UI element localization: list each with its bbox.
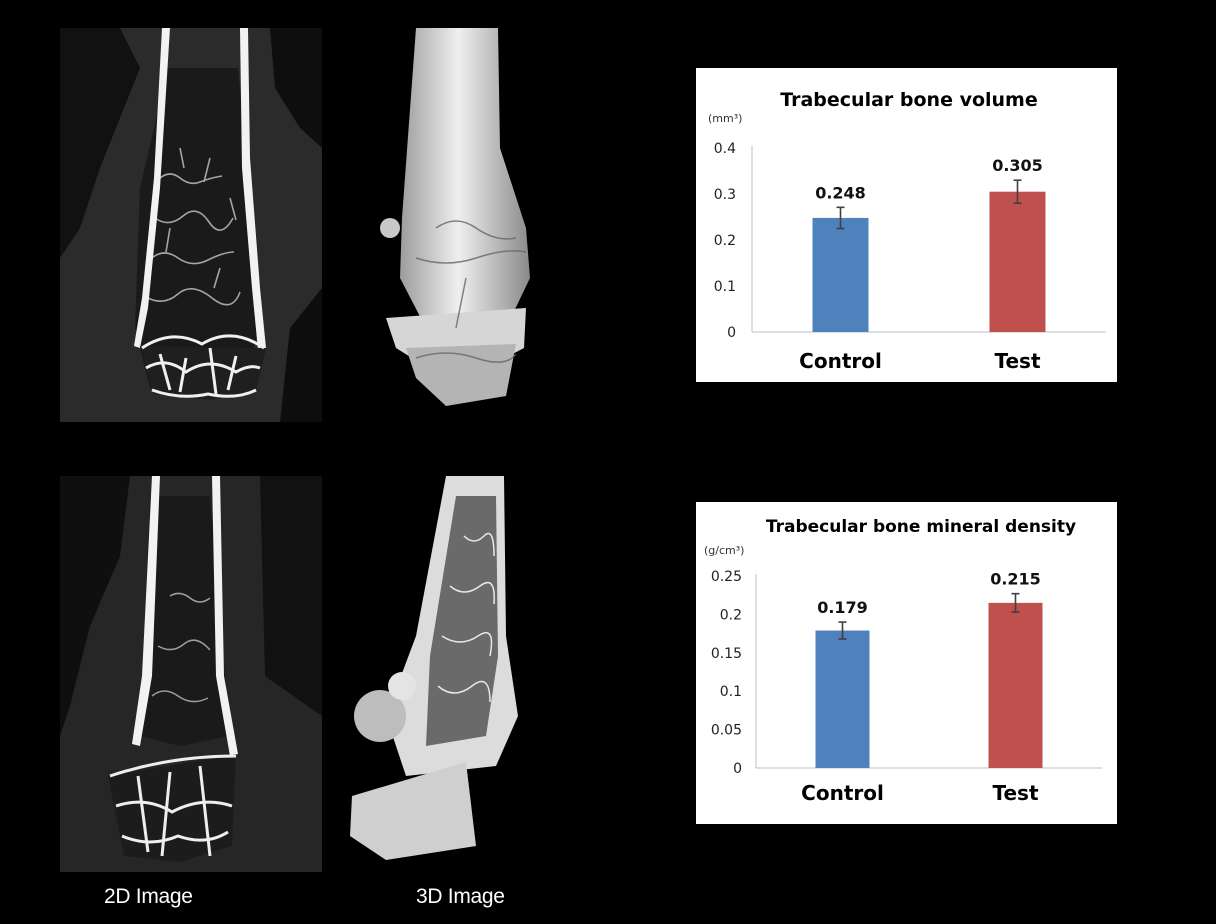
y-tick-label: 0.25 xyxy=(711,569,742,585)
chart-trabecular-bone-mineral-density: Trabecular bone mineral density (g/cm³) 0 0… xyxy=(696,502,1117,824)
bar-test xyxy=(989,191,1046,332)
y-tick-label: 0.05 xyxy=(711,723,742,739)
chart-trabecular-bone-volume: Trabecular bone volume (mm³) 0 0.1 0.2 0.3 0.4… xyxy=(696,68,1117,382)
data-label-control: 0.179 xyxy=(817,598,868,617)
y-tick-label: 0.4 xyxy=(714,141,736,157)
data-label-test: 0.215 xyxy=(990,570,1041,589)
y-tick-label: 0.3 xyxy=(714,187,736,203)
category-label-test: Test xyxy=(994,349,1040,373)
label-2d-image: 2D Image xyxy=(104,885,193,908)
y-axis-unit-label: (mm³) xyxy=(708,112,742,125)
bone-3d-render-bottom xyxy=(350,476,518,860)
ct-2d-image-top xyxy=(60,28,322,422)
y-tick-label: 0.1 xyxy=(720,684,742,700)
y-tick-label: 0.2 xyxy=(720,607,742,623)
data-label-test: 0.305 xyxy=(992,156,1043,175)
category-label-control: Control xyxy=(801,781,884,805)
y-tick-label: 0 xyxy=(727,325,736,341)
bone-3d-render-top xyxy=(380,28,530,406)
category-label-control: Control xyxy=(799,349,882,373)
chart-title: Trabecular bone mineral density xyxy=(766,517,1076,537)
y-axis-unit-label: (g/cm³) xyxy=(704,544,744,557)
y-tick-label: 0.2 xyxy=(714,233,736,249)
chart-title: Trabecular bone volume xyxy=(780,89,1038,111)
data-label-control: 0.248 xyxy=(815,183,866,202)
category-label-test: Test xyxy=(992,781,1038,805)
y-tick-label: 0 xyxy=(733,761,742,777)
y-tick-label: 0.1 xyxy=(714,279,736,295)
y-tick-label: 0.15 xyxy=(711,646,742,662)
bar-test xyxy=(988,602,1043,768)
ct-2d-image-bottom xyxy=(60,476,322,872)
bar-control xyxy=(812,217,869,332)
label-3d-image: 3D Image xyxy=(416,885,505,908)
bar-control xyxy=(815,630,870,768)
